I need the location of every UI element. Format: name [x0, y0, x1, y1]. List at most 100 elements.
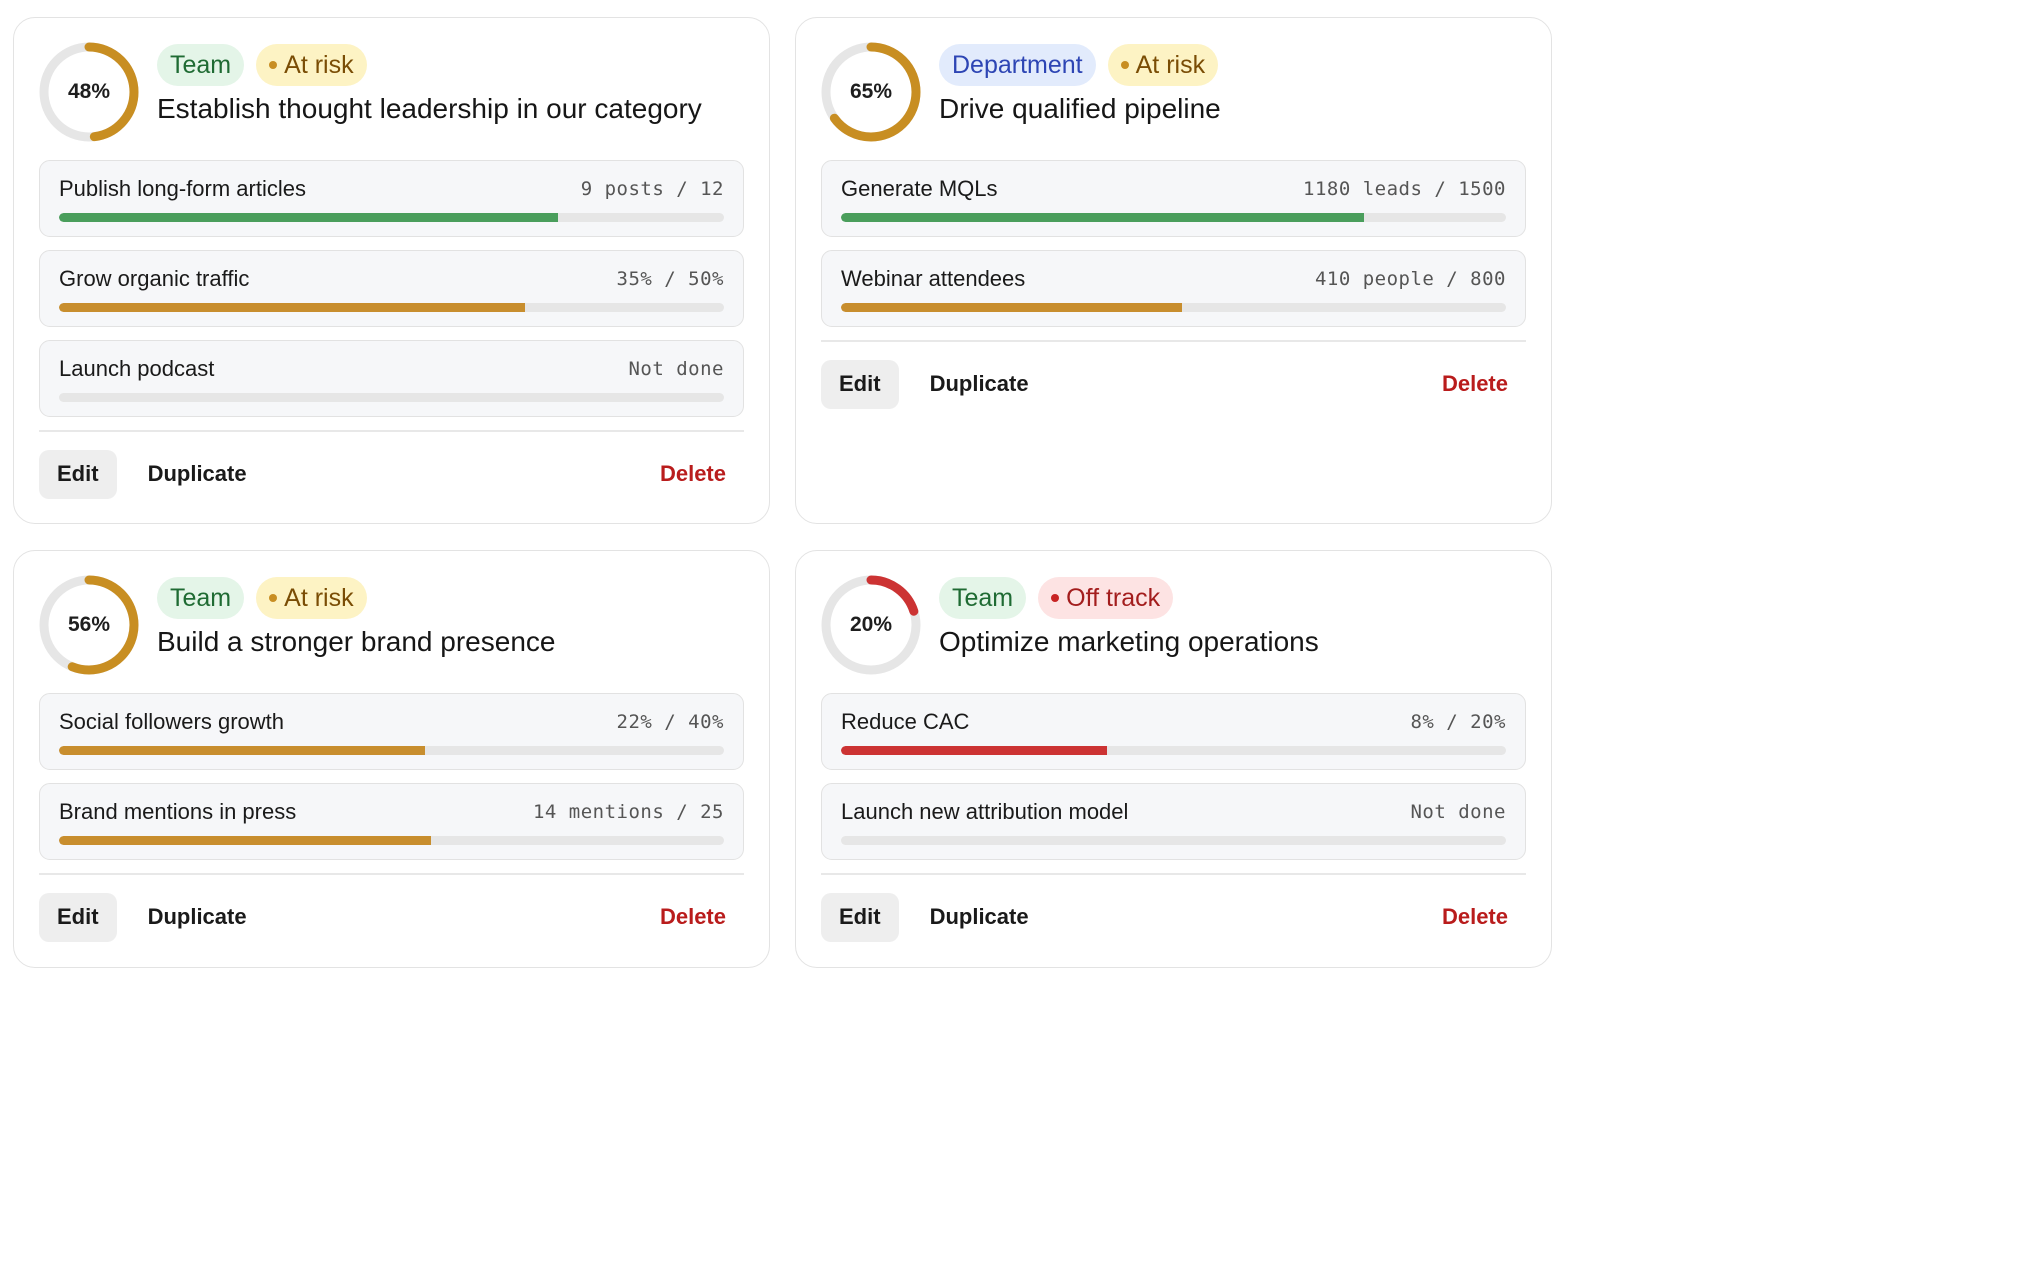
- key-result-title: Brand mentions in press: [59, 798, 297, 824]
- progress-percent: 56%: [67, 613, 111, 636]
- card-actions: Edit Duplicate Delete: [39, 432, 744, 505]
- objective-card: 48% Team At risk Establish thought leade…: [13, 17, 770, 524]
- status-label: At risk: [284, 50, 354, 79]
- key-result-title: Social followers growth: [59, 708, 284, 734]
- status-badge: At risk: [256, 577, 367, 619]
- progress-bar-fill: [59, 303, 525, 312]
- level-badge: Team: [157, 44, 245, 86]
- key-result-item[interactable]: Reduce CAC 8% / 20%: [821, 693, 1526, 770]
- key-result-item[interactable]: Brand mentions in press 14 mentions / 25: [39, 783, 744, 860]
- divider: [39, 873, 744, 875]
- duplicate-button[interactable]: Duplicate: [912, 360, 1047, 409]
- objective-card: 56% Team At risk Build a stronger brand …: [13, 550, 770, 968]
- progress-bar: [59, 213, 724, 222]
- divider: [39, 430, 744, 432]
- progress-percent: 20%: [849, 613, 893, 636]
- key-result-item[interactable]: Launch podcast Not done: [39, 340, 744, 417]
- key-results-list: Social followers growth 22% / 40% Brand m…: [39, 693, 744, 860]
- ring-fill: [39, 42, 139, 142]
- progress-bar: [841, 213, 1506, 222]
- progress-bar: [59, 303, 724, 312]
- status-dot-icon: [269, 61, 278, 69]
- key-result-progress-text: 8% / 20%: [1410, 710, 1506, 733]
- delete-button[interactable]: Delete: [642, 450, 744, 499]
- ring-fill: [39, 575, 139, 675]
- card-actions: Edit Duplicate Delete: [39, 875, 744, 948]
- key-result-title: Launch podcast: [59, 355, 215, 381]
- key-results-list: Publish long-form articles 9 posts / 12 G…: [39, 160, 744, 417]
- objective-title: Build a stronger brand presence: [157, 626, 556, 657]
- status-dot-icon: [1120, 61, 1129, 69]
- progress-bar: [841, 303, 1506, 312]
- status-label: At risk: [284, 583, 354, 612]
- level-badge: Team: [157, 577, 245, 619]
- status-badge: At risk: [256, 44, 367, 86]
- status-dot-icon: [1051, 594, 1060, 602]
- status-badge: Off track: [1038, 577, 1174, 619]
- progress-bar-fill: [841, 746, 1107, 755]
- progress-bar-fill: [59, 836, 432, 845]
- key-result-item[interactable]: Grow organic traffic 35% / 50%: [39, 250, 744, 327]
- progress-ring: 56%: [39, 575, 139, 675]
- ring-fill: [821, 42, 921, 142]
- card-actions: Edit Duplicate Delete: [821, 875, 1526, 948]
- delete-button[interactable]: Delete: [1424, 360, 1526, 409]
- level-badge: Department: [939, 44, 1096, 86]
- key-results-list: Reduce CAC 8% / 20% Launch new attributio…: [821, 693, 1526, 860]
- okr-grid: 48% Team At risk Establish thought leade…: [13, 17, 1552, 968]
- key-result-item[interactable]: Webinar attendees 410 people / 800: [821, 250, 1526, 327]
- key-result-title: Publish long-form articles: [59, 175, 306, 201]
- progress-bar: [841, 746, 1506, 755]
- key-result-title: Generate MQLs: [841, 175, 998, 201]
- progress-ring: 65%: [821, 42, 921, 142]
- progress-bar: [59, 836, 724, 845]
- key-result-title: Webinar attendees: [841, 265, 1026, 291]
- edit-button[interactable]: Edit: [39, 449, 117, 499]
- key-result-progress-text: 22% / 40%: [616, 710, 724, 733]
- divider: [821, 873, 1526, 875]
- progress-bar-fill: [841, 303, 1183, 312]
- progress-bar-fill: [841, 213, 1365, 222]
- objective-card: 65% Department At risk Drive qualified p…: [795, 17, 1552, 524]
- key-result-progress-text: 9 posts / 12: [580, 177, 724, 200]
- level-badge: Team: [939, 577, 1027, 619]
- duplicate-button[interactable]: Duplicate: [130, 450, 265, 499]
- key-result-title: Launch new attribution model: [841, 798, 1129, 824]
- key-result-item[interactable]: Publish long-form articles 9 posts / 12: [39, 160, 744, 237]
- progress-bar: [841, 836, 1506, 845]
- key-result-progress-text: 14 mentions / 25: [532, 800, 724, 823]
- card-header: 48% Team At risk Establish thought leade…: [39, 42, 744, 143]
- delete-button[interactable]: Delete: [1424, 893, 1526, 942]
- key-result-progress-text: Not done: [628, 357, 724, 380]
- edit-button[interactable]: Edit: [821, 359, 899, 409]
- card-actions: Edit Duplicate Delete: [821, 342, 1526, 415]
- key-result-item[interactable]: Generate MQLs 1180 leads / 1500: [821, 160, 1526, 237]
- key-result-progress-text: 1180 leads / 1500: [1303, 177, 1506, 200]
- edit-button[interactable]: Edit: [821, 892, 899, 942]
- key-result-item[interactable]: Social followers growth 22% / 40%: [39, 693, 744, 770]
- key-result-item[interactable]: Launch new attribution model Not done: [821, 783, 1526, 860]
- duplicate-button[interactable]: Duplicate: [130, 893, 265, 942]
- divider: [821, 340, 1526, 342]
- status-dot-icon: [269, 594, 278, 602]
- card-header: 65% Department At risk Drive qualified p…: [821, 42, 1526, 143]
- key-result-progress-text: Not done: [1410, 800, 1506, 823]
- key-results-list: Generate MQLs 1180 leads / 1500 Webinar a…: [821, 160, 1526, 327]
- progress-ring: 20%: [821, 575, 921, 675]
- status-badge: At risk: [1107, 44, 1219, 86]
- status-label: Off track: [1066, 583, 1161, 612]
- duplicate-button[interactable]: Duplicate: [912, 893, 1047, 942]
- card-header: 56% Team At risk Build a stronger brand …: [39, 575, 744, 676]
- objective-title: Drive qualified pipeline: [939, 93, 1221, 124]
- ring-fill: [821, 575, 921, 675]
- progress-bar: [59, 746, 724, 755]
- progress-bar-fill: [59, 213, 558, 222]
- status-label: At risk: [1135, 50, 1206, 79]
- delete-button[interactable]: Delete: [642, 893, 744, 942]
- key-result-title: Grow organic traffic: [59, 265, 250, 291]
- edit-button[interactable]: Edit: [39, 892, 117, 942]
- progress-percent: 65%: [849, 80, 893, 103]
- key-result-progress-text: 410 people / 800: [1314, 267, 1506, 290]
- progress-bar: [59, 393, 724, 402]
- key-result-progress-text: 35% / 50%: [616, 267, 724, 290]
